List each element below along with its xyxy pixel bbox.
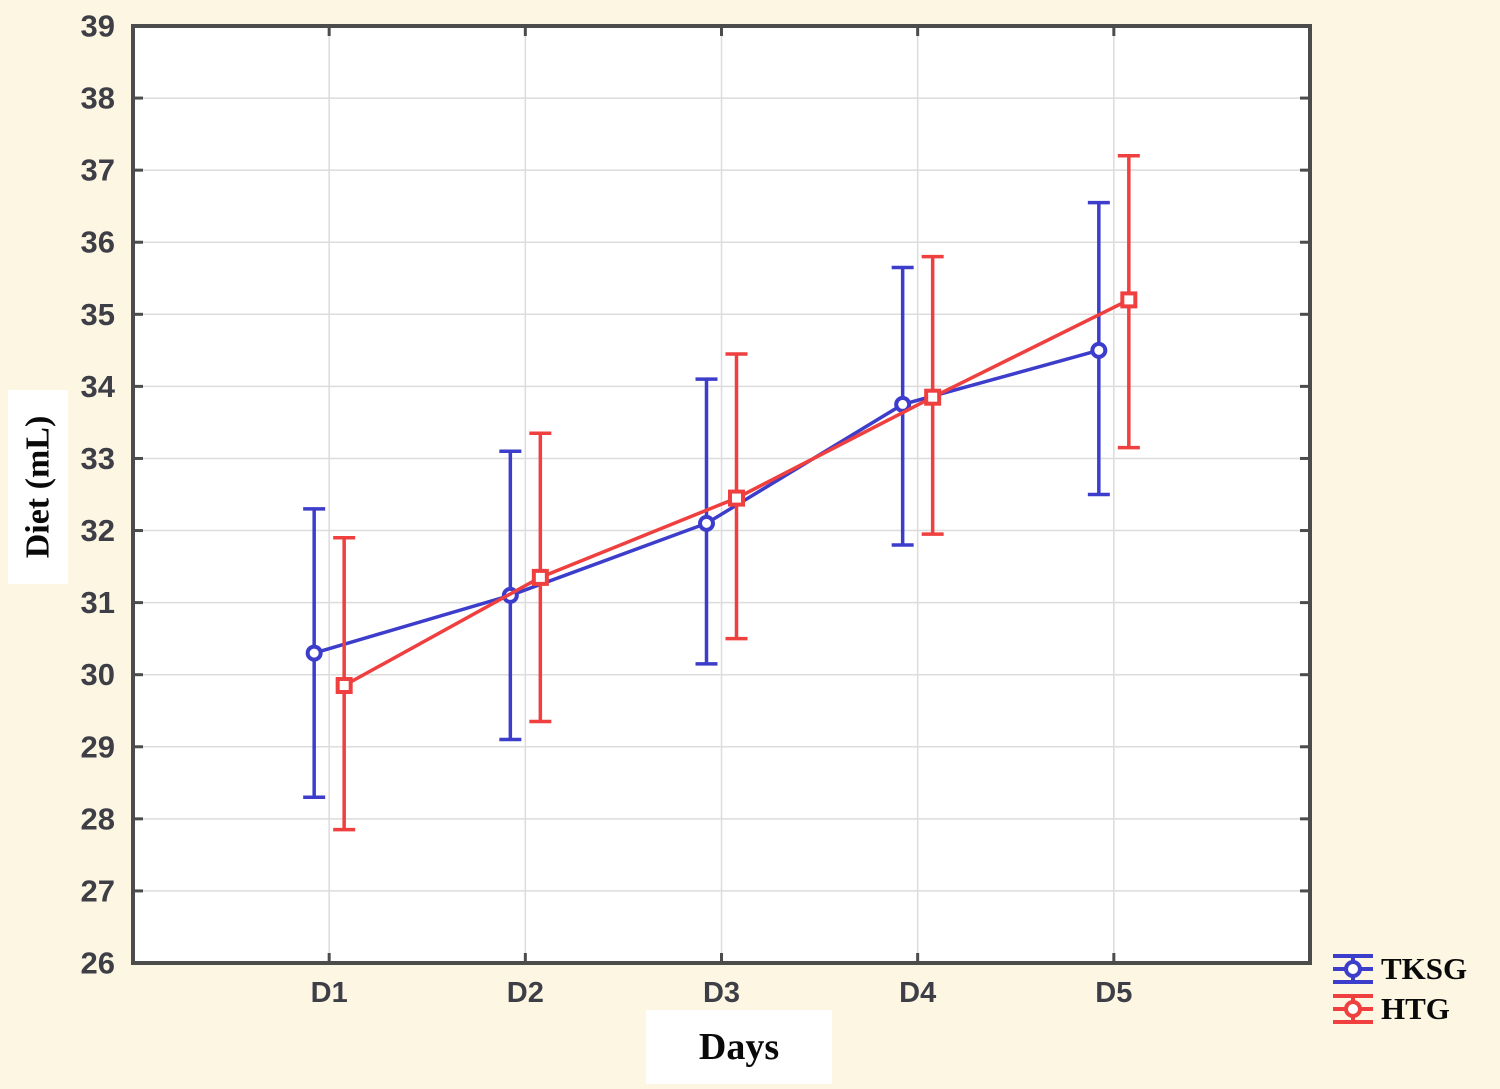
legend-item-tksg: TKSG xyxy=(1330,950,1467,988)
y-tick-label: 27 xyxy=(81,873,115,908)
x-tick-label: D5 xyxy=(1095,977,1132,1009)
y-tick-label: 36 xyxy=(81,225,115,260)
marker-htg xyxy=(531,568,549,586)
y-tick-label: 38 xyxy=(81,81,115,116)
y-axis-title: Diet (mL) xyxy=(19,415,56,559)
y-tick-label: 39 xyxy=(81,9,115,44)
legend: TKSG HTG xyxy=(1330,950,1467,1028)
marker-tksg xyxy=(698,514,715,532)
x-axis-title-box: Days xyxy=(646,1010,832,1084)
y-tick-label: 28 xyxy=(81,801,115,836)
x-tick-label: D2 xyxy=(507,977,544,1009)
x-tick-label: D1 xyxy=(311,977,348,1009)
y-axis-title-box: Diet (mL) xyxy=(8,390,68,584)
x-tick-label: D4 xyxy=(899,977,936,1009)
marker-htg xyxy=(924,388,942,406)
y-tick-label: 37 xyxy=(81,153,115,188)
errorbar-square-icon xyxy=(1333,994,1373,1024)
y-tick-label: 33 xyxy=(81,441,115,476)
x-tick-label: D3 xyxy=(703,977,740,1009)
marker-tksg xyxy=(305,644,323,662)
legend-item-htg: HTG xyxy=(1330,990,1467,1028)
legend-label-htg: HTG xyxy=(1381,991,1450,1026)
marker-htg xyxy=(728,489,745,507)
y-tick-label: 30 xyxy=(81,657,115,692)
y-tick-label: 29 xyxy=(81,729,115,764)
y-tick-label: 26 xyxy=(81,946,115,981)
x-axis-title: Days xyxy=(698,1026,780,1068)
y-tick-label: 32 xyxy=(81,513,115,548)
errorbar-circle-icon xyxy=(1333,954,1373,984)
plot-frame xyxy=(131,24,1312,965)
y-tick-label: 35 xyxy=(81,297,115,332)
y-tick-label: 34 xyxy=(81,369,116,404)
marker-htg xyxy=(1120,291,1138,309)
legend-label-tksg: TKSG xyxy=(1381,951,1468,986)
marker-htg xyxy=(335,677,353,695)
marker-tksg xyxy=(1090,341,1108,359)
y-tick-label: 31 xyxy=(81,585,115,620)
